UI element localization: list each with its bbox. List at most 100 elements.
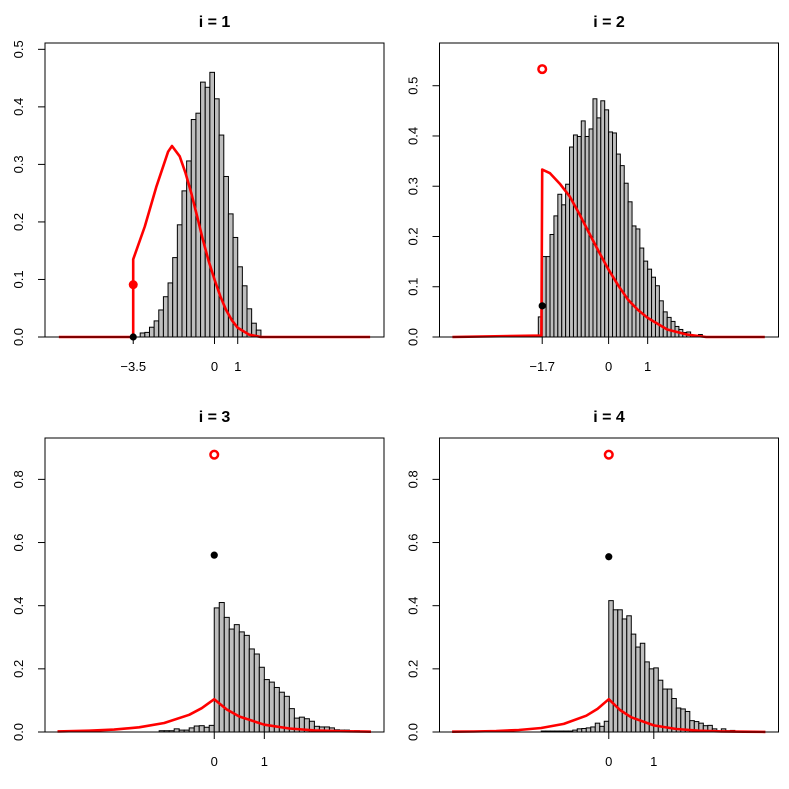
histogram-bar (144, 331, 150, 338)
histogram-bar (612, 609, 619, 733)
histogram-bar (623, 182, 629, 338)
histogram-bar (585, 727, 592, 733)
y-tick-label: 0.1 (406, 278, 421, 296)
x-tick-label: 0 (605, 754, 612, 769)
black-point (538, 302, 546, 310)
black-point (605, 553, 613, 561)
histogram-bar (569, 146, 574, 338)
histogram-bar (545, 256, 551, 338)
histogram-bar (612, 132, 617, 338)
histogram-bar (190, 119, 197, 338)
histogram-bar (651, 276, 656, 338)
histogram-bar (671, 698, 677, 733)
histogram-bar (619, 165, 625, 338)
x-tick-label: 0 (211, 754, 218, 769)
y-tick-label: 0.6 (11, 533, 26, 551)
histogram-bar (584, 135, 590, 338)
x-tick-label: 0 (605, 359, 612, 374)
histogram-bar (188, 727, 195, 733)
y-tick-label: 0.3 (11, 155, 26, 173)
y-tick-label: 0.4 (406, 127, 421, 145)
histogram-bar (223, 616, 230, 733)
histogram-bar (549, 233, 555, 338)
density-curve (57, 697, 372, 733)
histogram-bar (565, 183, 571, 338)
y-tick-label: 0.0 (11, 723, 26, 741)
x-tick-label: −3.5 (120, 359, 146, 374)
x-tick-label: −1.7 (529, 359, 555, 374)
x-tick-label: 1 (650, 754, 657, 769)
y-tick-label: 0.4 (11, 98, 26, 116)
histogram-bar (658, 300, 664, 338)
histogram-bar (666, 688, 673, 733)
histogram-bar (253, 653, 260, 733)
histogram-bar (635, 228, 641, 338)
histogram-bar (639, 247, 645, 338)
y-tick-label: 0.2 (11, 213, 26, 231)
red-point (128, 280, 138, 290)
histogram-bar (647, 268, 653, 338)
density-curve (452, 697, 766, 734)
y-tick-label: 0.0 (406, 328, 421, 346)
panel-title: i = 3 (199, 409, 231, 426)
histogram-bar (172, 257, 178, 338)
histogram-bar (666, 316, 672, 338)
histogram-bar (561, 204, 567, 338)
histogram-bar (181, 190, 188, 338)
y-tick-label: 0.3 (406, 177, 421, 195)
histogram-bar (654, 285, 660, 338)
x-tick-label: 1 (644, 359, 651, 374)
histogram-bar (208, 724, 215, 733)
y-tick-label: 0.6 (406, 533, 421, 551)
histogram-bar (662, 688, 668, 733)
histogram-bar (596, 117, 602, 338)
panel-title: i = 4 (593, 409, 625, 426)
y-tick-label: 0.8 (11, 470, 26, 488)
y-tick-label: 0.5 (406, 77, 421, 95)
black-point (210, 551, 218, 559)
histogram-bar (590, 726, 596, 733)
histogram-bar (203, 726, 210, 733)
red-open-point (603, 449, 614, 460)
histogram-bar (599, 725, 605, 733)
panel-2: i = 2 0.0 0.1 0.2 0.3 0.4 0.5 −1.7 0 1 (406, 14, 779, 374)
panel-title: i = 2 (593, 14, 625, 31)
histogram-bar (237, 266, 243, 338)
histogram-bar (200, 81, 206, 338)
histogram-bar (572, 134, 578, 338)
y-tick-label: 0.2 (406, 227, 421, 245)
histogram-bar (627, 201, 633, 338)
density-curve (58, 144, 371, 339)
histogram-bar (608, 131, 614, 338)
histogram-bar (553, 215, 559, 338)
histogram-bar (204, 86, 211, 338)
histogram-bar (214, 98, 220, 338)
y-tick-label: 0.4 (11, 597, 26, 615)
histogram-bar (615, 153, 621, 338)
histogram-bar (218, 602, 225, 733)
histogram-bar (158, 309, 164, 338)
histogram-bar (241, 285, 248, 338)
histogram-bar (139, 332, 146, 338)
histogram-bar (600, 100, 606, 338)
x-tick-label: 1 (234, 359, 241, 374)
histogram-bar (662, 311, 668, 338)
red-open-point (209, 449, 220, 460)
y-tick-label: 0.2 (11, 660, 26, 678)
panel-title: i = 1 (199, 14, 231, 31)
histogram-bar (213, 607, 220, 733)
histogram-bar (162, 296, 169, 338)
histogram-bar (592, 98, 598, 338)
density-curve (452, 168, 765, 339)
x-tick-label: 1 (261, 754, 268, 769)
panel-1: i = 1 0.0 0.1 0.2 0.3 0.4 0.5 −3.5 0 1 (11, 14, 385, 374)
histogram-bar (608, 600, 614, 733)
red-open-point (537, 64, 548, 75)
y-tick-label: 0.0 (406, 723, 421, 741)
histogram-bar (653, 667, 659, 733)
histogram-bar (557, 193, 563, 338)
histogram-bar (218, 134, 225, 338)
y-tick-label: 0.2 (406, 660, 421, 678)
histogram-bar (657, 679, 664, 733)
